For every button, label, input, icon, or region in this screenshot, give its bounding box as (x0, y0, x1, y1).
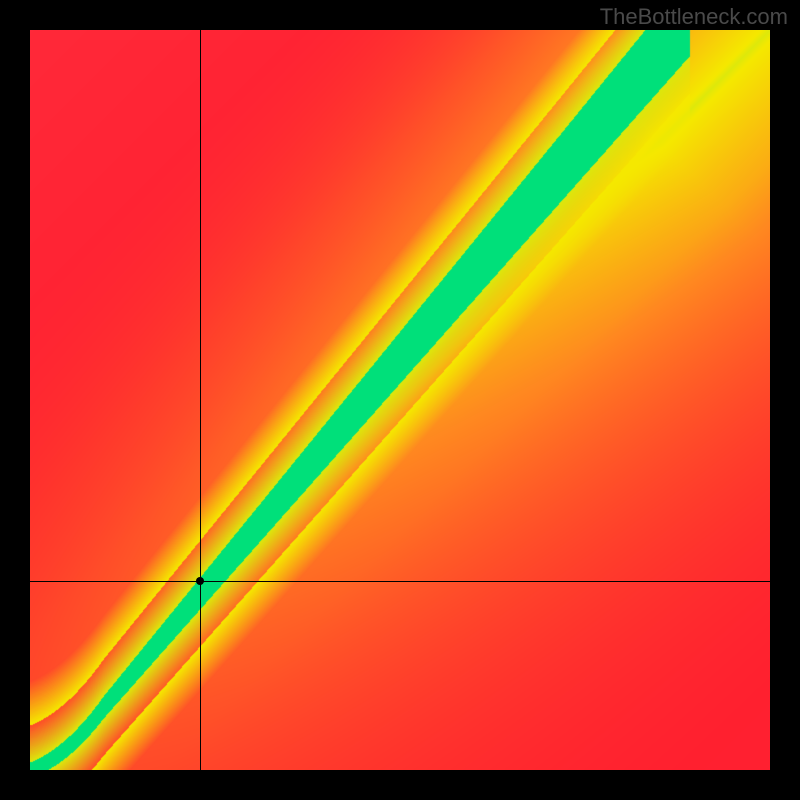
plot-area (30, 30, 770, 770)
watermark-text: TheBottleneck.com (600, 4, 788, 30)
crosshair-marker (196, 577, 204, 585)
crosshair-vertical (200, 30, 201, 770)
chart-outer-frame: TheBottleneck.com (0, 0, 800, 800)
crosshair-horizontal (30, 581, 770, 582)
heatmap-canvas (30, 30, 770, 770)
